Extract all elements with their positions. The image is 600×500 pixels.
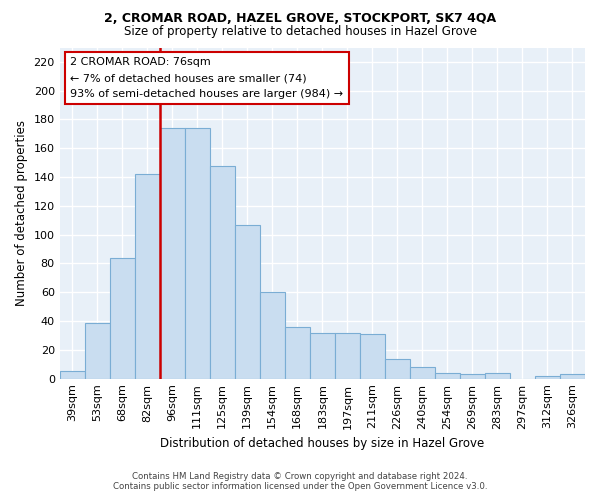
X-axis label: Distribution of detached houses by size in Hazel Grove: Distribution of detached houses by size … <box>160 437 484 450</box>
Bar <box>210 166 235 378</box>
Text: 2 CROMAR ROAD: 76sqm
← 7% of detached houses are smaller (74)
93% of semi-detach: 2 CROMAR ROAD: 76sqm ← 7% of detached ho… <box>70 58 343 98</box>
Bar <box>160 128 185 378</box>
Bar <box>285 327 310 378</box>
Bar <box>560 374 585 378</box>
Bar <box>135 174 160 378</box>
Bar <box>335 332 360 378</box>
Bar <box>59 372 85 378</box>
Bar <box>85 322 110 378</box>
Bar <box>185 128 210 378</box>
Bar <box>235 224 260 378</box>
Bar <box>535 376 560 378</box>
Bar <box>310 332 335 378</box>
Bar <box>360 334 385 378</box>
Bar <box>485 373 510 378</box>
Bar <box>410 367 435 378</box>
Bar <box>385 358 410 378</box>
Y-axis label: Number of detached properties: Number of detached properties <box>15 120 28 306</box>
Bar <box>110 258 135 378</box>
Text: Size of property relative to detached houses in Hazel Grove: Size of property relative to detached ho… <box>124 25 476 38</box>
Text: Contains HM Land Registry data © Crown copyright and database right 2024.
Contai: Contains HM Land Registry data © Crown c… <box>113 472 487 491</box>
Bar <box>435 373 460 378</box>
Text: 2, CROMAR ROAD, HAZEL GROVE, STOCKPORT, SK7 4QA: 2, CROMAR ROAD, HAZEL GROVE, STOCKPORT, … <box>104 12 496 26</box>
Bar <box>260 292 285 378</box>
Bar <box>460 374 485 378</box>
